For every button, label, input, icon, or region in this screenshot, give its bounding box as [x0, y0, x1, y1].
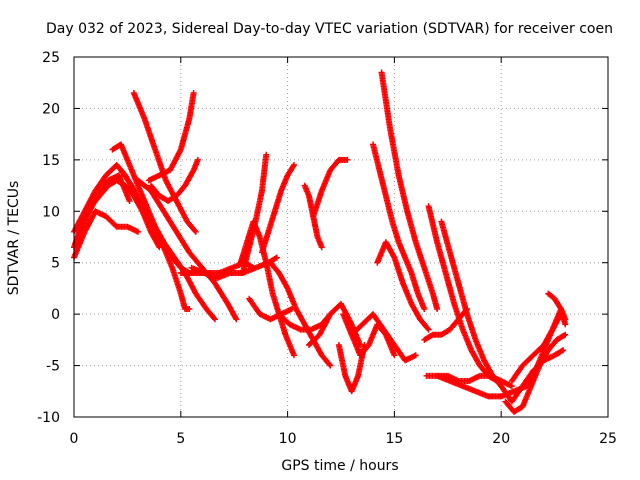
x-tick-label: 5 [176, 431, 185, 447]
plus-marker [421, 306, 428, 312]
plus-marker [562, 321, 569, 328]
plus-marker [211, 315, 218, 322]
axis-ticks: 0 5 10 15 20 25 -10 -5 0 5 10 15 20 25 [37, 50, 617, 447]
plus-marker [194, 156, 201, 163]
plus-marker [126, 198, 133, 204]
plus-marker [424, 325, 431, 332]
y-tick-label: 5 [51, 256, 60, 272]
series-arc-19 [267, 259, 334, 369]
series-arc-25 [348, 311, 419, 364]
x-tick-label: 0 [70, 431, 79, 447]
series-arc-17 [258, 162, 298, 256]
plus-marker [291, 352, 298, 359]
y-tick-label: 20 [42, 101, 60, 117]
series-arc-15 [239, 151, 270, 276]
plus-marker [290, 163, 297, 170]
data-points [71, 69, 569, 415]
y-tick-label: -10 [37, 410, 60, 426]
y-axis-label: SDTVAR / TECUs [6, 181, 22, 296]
series-arc-26 [370, 141, 428, 312]
x-axis-label: GPS time / hours [281, 458, 398, 474]
x-tick-label: 10 [279, 431, 297, 447]
series-arc-27 [378, 69, 441, 312]
y-tick-label: -5 [46, 359, 60, 375]
series-arc-33 [421, 306, 471, 343]
plus-marker [190, 90, 197, 96]
plus-marker [558, 347, 565, 354]
plus-marker [192, 228, 199, 235]
x-tick-label: 25 [599, 431, 617, 447]
plus-marker [327, 362, 334, 369]
plus-marker [390, 253, 397, 260]
plus-marker [562, 331, 569, 338]
plot-frame [73, 56, 609, 418]
x-tick-label: 15 [385, 431, 403, 447]
plus-marker [272, 255, 279, 262]
series-arc-04 [73, 172, 133, 246]
y-tick-label: 25 [42, 50, 60, 66]
plus-marker [263, 151, 270, 158]
series-arc-08 [135, 177, 240, 323]
plus-marker [391, 352, 398, 359]
plus-marker [233, 316, 240, 323]
plus-marker [562, 316, 569, 323]
y-tick-label: 10 [42, 204, 60, 220]
series-arc-30 [438, 218, 505, 390]
plus-marker [318, 244, 325, 251]
series-arc-03 [71, 208, 142, 261]
series-arc-37 [523, 306, 569, 390]
x-tick-label: 20 [492, 431, 510, 447]
plus-marker [211, 316, 218, 323]
plus-marker [232, 315, 239, 321]
series-arc-38 [545, 290, 569, 323]
series-arc-09 [145, 90, 197, 184]
plus-marker [191, 227, 198, 234]
plus-marker [273, 254, 280, 261]
series-arc-16 [246, 295, 295, 323]
y-tick-label: 15 [42, 153, 60, 169]
plus-marker [425, 326, 432, 333]
plus-marker [463, 307, 470, 314]
y-tick-label: 0 [51, 307, 60, 323]
plus-marker [434, 306, 441, 312]
plus-marker [291, 162, 298, 168]
chart-title: Day 032 of 2023, Sidereal Day-to-day VTE… [46, 21, 613, 37]
series-arc-28 [374, 239, 432, 333]
plus-marker [135, 228, 142, 235]
series-arc-11 [152, 228, 193, 312]
plus-marker [560, 347, 567, 354]
plus-marker [561, 332, 568, 339]
plus-marker [508, 383, 515, 390]
plus-marker [412, 352, 419, 359]
plus-marker [464, 306, 471, 312]
plus-marker [344, 156, 351, 163]
series-arc-21 [310, 156, 351, 220]
series-arc-10 [147, 156, 201, 204]
plus-marker [326, 361, 333, 368]
plus-marker [186, 306, 193, 312]
